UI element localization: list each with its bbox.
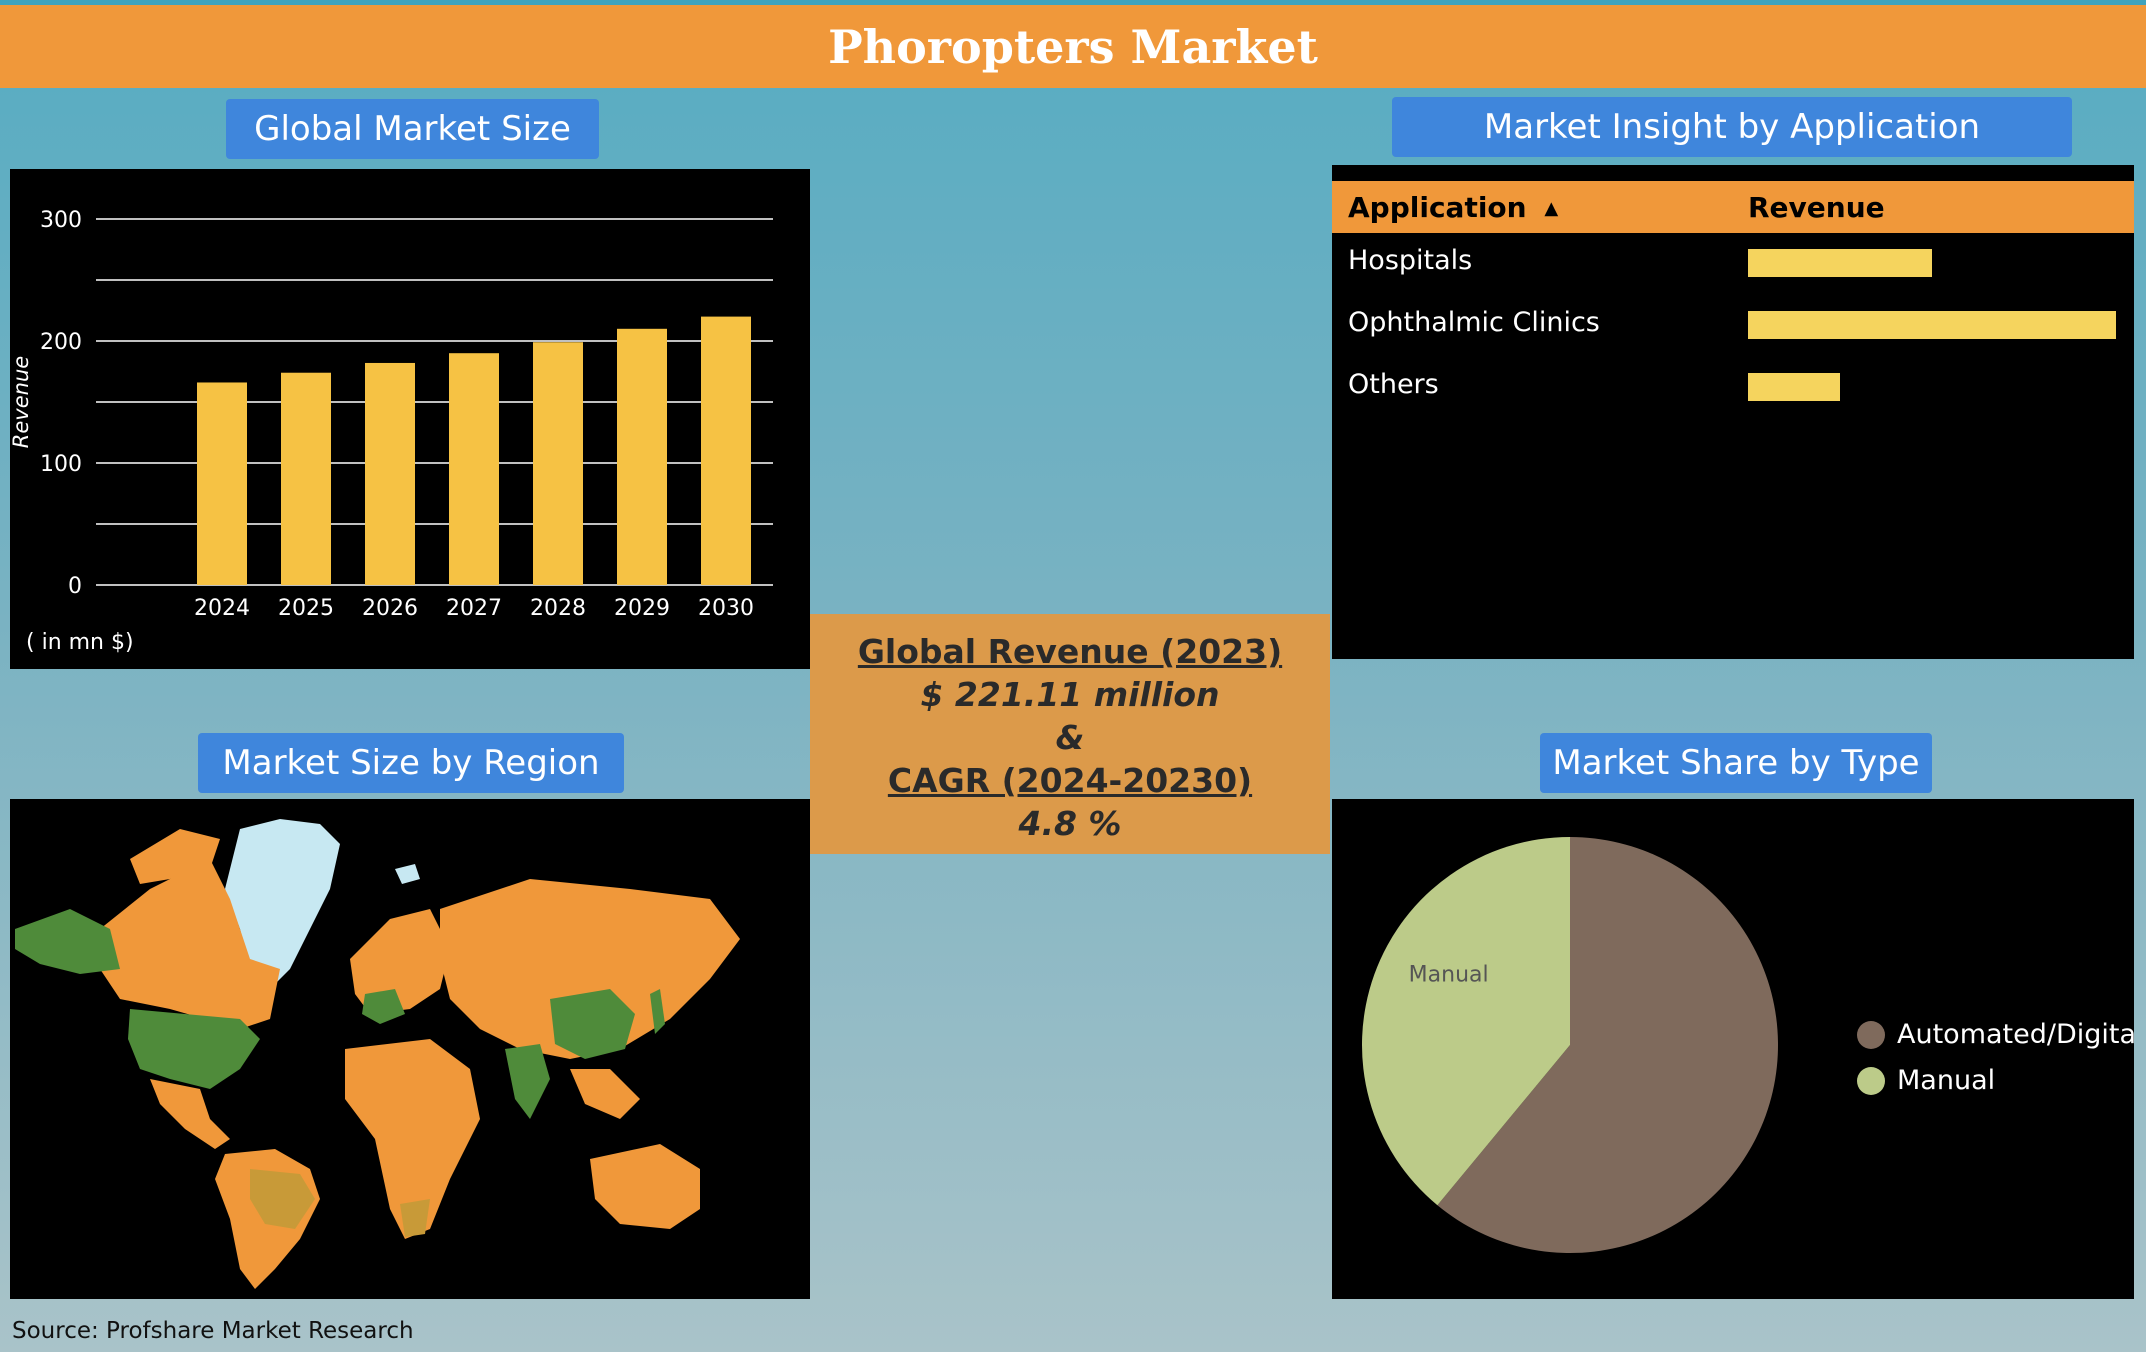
map-south-africa — [400, 1199, 430, 1237]
legend-item[interactable]: Automated/Digital — [1857, 1019, 2134, 1050]
table-row-bar — [1748, 249, 1932, 277]
section-title-market-region: Market Size by Region — [198, 733, 624, 793]
map-western-europe — [362, 989, 405, 1024]
pie-slice-0[interactable] — [1437, 837, 1778, 1253]
table-row-label: Hospitals — [1348, 245, 1473, 276]
bar-chart-panel: 0 100 200 300 Revenue ( in mn $) 2024 2025 2026 2… — [10, 169, 810, 669]
cagr-label: CAGR (2024-20230) — [887, 761, 1253, 800]
map-africa — [345, 1039, 480, 1239]
y-tick-label: 0 — [68, 574, 82, 599]
legend-swatch — [1857, 1066, 1885, 1095]
map-australia — [590, 1144, 700, 1229]
map-china — [550, 989, 635, 1059]
pie-slice-1[interactable] — [1362, 837, 1570, 1206]
revenue-value: $ 221.11 million — [920, 675, 1220, 714]
pie-slice-label: Manual — [1409, 962, 1489, 987]
x-tick-label: 2024 — [194, 596, 250, 621]
bar-2024[interactable] — [197, 382, 247, 585]
legend-label: Automated/Digital — [1897, 1019, 2134, 1050]
bar-2028[interactable] — [533, 342, 583, 585]
map-mexico — [150, 1079, 230, 1149]
x-tick-label: 2030 — [698, 596, 754, 621]
map-japan — [650, 989, 665, 1034]
bar-2029[interactable] — [617, 328, 667, 585]
title-bar: Phoropters Market — [0, 5, 2146, 88]
ampersand: & — [1055, 718, 1085, 757]
legend-swatch — [1857, 1020, 1885, 1049]
unit-note: ( in mn $) — [26, 630, 134, 655]
legend-item[interactable]: Manual — [1857, 1065, 1995, 1096]
table-row-label: Others — [1348, 369, 1439, 400]
table-header: Application ▲ Revenue — [1332, 181, 2134, 233]
column-header-revenue[interactable]: Revenue — [1748, 191, 1885, 224]
x-tick-label: 2026 — [362, 596, 418, 621]
pie-chart-panel: Manual Automated/Digital Manual — [1332, 799, 2134, 1299]
y-axis-label: Revenue — [10, 356, 33, 448]
section-title-market-share: Market Share by Type — [1540, 733, 1932, 793]
map-north-canada — [130, 829, 220, 884]
summary-box: Global Revenue (2023) $ 221.11 million &… — [810, 614, 1330, 854]
column-header-application[interactable]: Application ▲ — [1348, 191, 1559, 224]
table-row-bar — [1748, 311, 2116, 339]
section-title-market-insight: Market Insight by Application — [1392, 97, 2072, 157]
x-tick-label: 2025 — [278, 596, 334, 621]
map-greenland — [225, 819, 340, 989]
section-title-global-market-size: Global Market Size — [226, 99, 599, 159]
y-tick-label: 100 — [40, 452, 82, 477]
map-brazil — [250, 1169, 315, 1229]
bar-2026[interactable] — [365, 362, 415, 585]
world-map-panel — [10, 799, 810, 1299]
bar-2030[interactable] — [701, 316, 751, 585]
pie-chart: Manual — [1362, 837, 1778, 1253]
map-iceland — [395, 864, 420, 884]
application-table-panel: Application ▲ Revenue Hospitals Ophthalmi… — [1332, 165, 2134, 659]
map-india — [505, 1044, 550, 1119]
y-tick-label: 300 — [40, 208, 82, 233]
map-europe — [350, 909, 450, 1014]
y-tick-label: 200 — [40, 330, 82, 355]
world-map — [15, 819, 740, 1289]
map-canada — [100, 859, 280, 1029]
bar-chart: 0 100 200 300 Revenue ( in mn $) 2024 2025 2026 2… — [10, 208, 773, 655]
x-tick-label: 2027 — [446, 596, 502, 621]
map-usa — [128, 1009, 260, 1089]
x-tick-label: 2028 — [530, 596, 586, 621]
table-row-label: Ophthalmic Clinics — [1348, 307, 1600, 338]
bar-2027[interactable] — [449, 353, 499, 585]
legend-label: Manual — [1897, 1065, 1996, 1096]
bar-2025[interactable] — [281, 372, 331, 585]
map-asia — [440, 879, 740, 1059]
cagr-value: 4.8 % — [1018, 804, 1122, 843]
sort-ascending-icon[interactable]: ▲ — [1544, 198, 1559, 219]
map-alaska — [15, 909, 120, 974]
source-note: Source: Profshare Market Research — [12, 1318, 414, 1344]
top-accent-line — [0, 0, 2146, 5]
revenue-label: Global Revenue (2023) — [857, 632, 1283, 671]
page-title: Phoropters Market — [828, 19, 1318, 74]
map-southeast-asia — [570, 1069, 640, 1119]
table-row-bar — [1748, 373, 1840, 401]
x-tick-label: 2029 — [614, 596, 670, 621]
